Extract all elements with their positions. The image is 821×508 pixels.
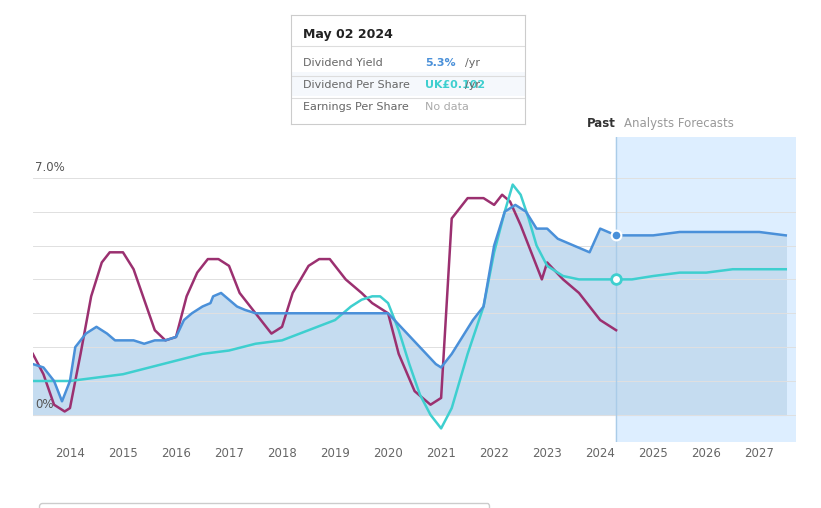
Text: UK£0.102: UK£0.102 [424,80,485,90]
Text: Analysts Forecasts: Analysts Forecasts [624,116,734,130]
Legend: Dividend Yield, Dividend Per Share, Earnings Per Share: Dividend Yield, Dividend Per Share, Earn… [39,503,489,508]
Text: Dividend Yield: Dividend Yield [303,58,383,68]
Text: 0%: 0% [35,398,54,411]
Text: /yr: /yr [465,80,479,90]
Text: Dividend Per Share: Dividend Per Share [303,80,410,90]
Text: Earnings Per Share: Earnings Per Share [303,102,409,112]
Text: /yr: /yr [465,58,479,68]
Text: No data: No data [424,102,469,112]
Bar [616,137,796,442]
Bar [291,72,525,96]
Text: May 02 2024: May 02 2024 [303,28,393,41]
Text: 5.3%: 5.3% [424,58,456,68]
Text: 7.0%: 7.0% [35,162,65,174]
Text: Past: Past [587,116,616,130]
